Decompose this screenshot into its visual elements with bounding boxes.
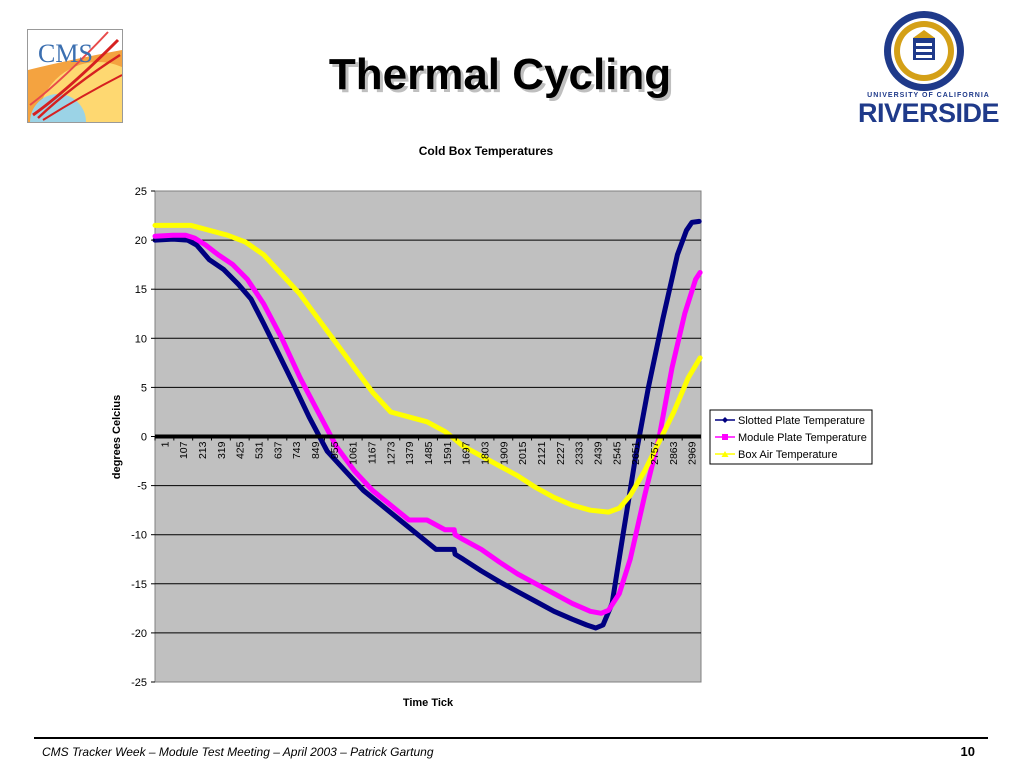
slide-title: Thermal Cycling bbox=[328, 50, 672, 99]
series-line-2 bbox=[152, 232, 703, 616]
y-tick-label: 25 bbox=[135, 186, 147, 198]
x-axis-label: Time Tick bbox=[403, 697, 454, 709]
x-tick-label: 2015 bbox=[517, 441, 529, 465]
legend-marker bbox=[722, 434, 728, 440]
gridlines bbox=[155, 239, 701, 634]
y-axis-label: degrees Celcius bbox=[111, 395, 123, 479]
x-tick-label: 2121 bbox=[536, 441, 548, 465]
x-tick-label: 107 bbox=[178, 441, 190, 459]
x-tick-label: 637 bbox=[272, 441, 284, 459]
x-tick-label: 743 bbox=[291, 441, 303, 459]
x-tick-label: 2969 bbox=[687, 441, 699, 465]
x-tick-label: 1061 bbox=[348, 441, 360, 465]
cms-logo: CMS bbox=[27, 29, 123, 123]
x-tick-label: 2757 bbox=[649, 441, 661, 465]
legend-label: Box Air Temperature bbox=[738, 449, 837, 461]
y-tick-label: -25 bbox=[131, 677, 147, 689]
university-name: RIVERSIDE bbox=[857, 98, 1000, 128]
x-tick-label: 1379 bbox=[404, 441, 416, 465]
legend-marker bbox=[722, 417, 728, 423]
x-tick-label: 2227 bbox=[555, 441, 567, 465]
x-tick-label: 955 bbox=[329, 441, 341, 459]
x-tick-label: 2333 bbox=[574, 441, 586, 465]
y-tick-label: -20 bbox=[131, 628, 147, 640]
x-tick-label: 2651 bbox=[630, 441, 642, 465]
x-tick-label: 2863 bbox=[668, 441, 680, 465]
chart-title: Cold Box Temperatures bbox=[419, 144, 554, 158]
x-tick-label: 1 bbox=[159, 441, 171, 447]
cms-logo-text: CMS bbox=[38, 39, 93, 68]
cold-box-temperature-chart: Cold Box Temperatures 2520151050-5-10-15… bbox=[111, 144, 873, 709]
y-tick-label: 10 bbox=[135, 333, 147, 345]
y-tick-label: -5 bbox=[137, 481, 147, 493]
y-tick-label: 20 bbox=[135, 235, 147, 247]
x-tick-label: 213 bbox=[197, 441, 209, 459]
y-tick-label: 15 bbox=[135, 284, 147, 296]
x-tick-label: 2545 bbox=[611, 441, 623, 465]
y-tick-label: -10 bbox=[131, 530, 147, 542]
x-tick-label: 531 bbox=[254, 441, 266, 459]
x-tick-label: 1273 bbox=[385, 441, 397, 465]
y-tick-label: 5 bbox=[141, 382, 147, 394]
x-axis-ticks: 1 107 213 319 425 531 637 743 849 955 1061 1167 1273… bbox=[154, 436, 699, 465]
x-tick-label: 1697 bbox=[461, 441, 473, 465]
university-seal-icon bbox=[884, 11, 964, 91]
x-tick-label: 2439 bbox=[592, 441, 604, 465]
cms-logo-graphic: CMS bbox=[28, 30, 122, 122]
x-tick-label: 1167 bbox=[367, 441, 379, 464]
page-number: 10 bbox=[960, 744, 975, 759]
footer-divider bbox=[34, 737, 988, 739]
x-tick-label: 849 bbox=[310, 441, 322, 459]
university-caption: UNIVERSITY OF CALIFORNIA bbox=[867, 92, 990, 99]
x-tick-label: 319 bbox=[216, 441, 228, 459]
footer-text: CMS Tracker Week – Module Test Meeting –… bbox=[42, 745, 434, 759]
x-tick-label: 1485 bbox=[423, 441, 435, 465]
legend-label: Slotted Plate Temperature bbox=[738, 415, 865, 427]
legend-box bbox=[709, 409, 873, 465]
x-tick-label: 425 bbox=[235, 441, 247, 459]
chart-legend: Slotted Plate Temperature Module Plate Te… bbox=[709, 409, 873, 465]
y-tick-label: -15 bbox=[131, 579, 147, 591]
y-axis-ticks: 25 20 15 10 5 0 -5 -10 -15 -20 -25 bbox=[131, 186, 155, 689]
x-tick-label: 1803 bbox=[479, 441, 491, 465]
x-tick-label: 1909 bbox=[498, 441, 510, 465]
y-tick-label: 0 bbox=[141, 432, 147, 444]
legend-label: Module Plate Temperature bbox=[738, 432, 867, 444]
legend-marker bbox=[721, 451, 729, 457]
x-tick-label: 1591 bbox=[442, 441, 454, 465]
